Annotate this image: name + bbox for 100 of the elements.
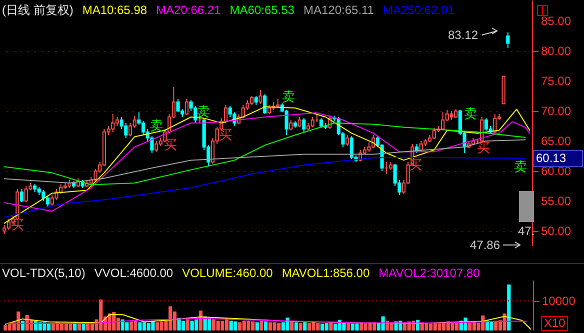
y-tick-label: 80.00 <box>541 44 572 58</box>
candlestick <box>367 142 371 152</box>
bar <box>324 323 328 330</box>
bar <box>312 322 316 330</box>
bar <box>381 316 385 330</box>
bar <box>320 324 324 330</box>
bar <box>151 321 155 330</box>
bar <box>424 323 428 330</box>
bar <box>220 320 224 330</box>
candlestick <box>150 136 154 154</box>
bar <box>86 324 90 330</box>
y-tick-label: 55.00 <box>541 194 572 208</box>
annotation: 卖 <box>464 106 477 121</box>
chart-title: (日线 前复权) <box>2 3 74 17</box>
candlestick <box>20 188 24 203</box>
bar <box>125 322 129 330</box>
y-tick-label: 85.00 <box>541 14 572 28</box>
text: MAVOL1:856.00 <box>282 266 370 280</box>
text: MA60:65.53 <box>230 3 294 17</box>
line-series <box>4 156 526 218</box>
bar <box>342 322 346 330</box>
bar <box>438 324 442 330</box>
candlestick <box>184 98 188 116</box>
annotation: 买 <box>219 127 232 142</box>
candlestick <box>154 140 158 152</box>
bar <box>329 322 333 330</box>
candlestick <box>319 118 324 128</box>
bar <box>156 322 160 330</box>
bar <box>333 324 338 330</box>
bar <box>368 322 372 330</box>
candlestick <box>506 32 510 48</box>
bar <box>68 324 72 330</box>
candlestick <box>124 122 128 138</box>
bar <box>186 319 190 330</box>
bar <box>229 320 233 330</box>
candlestick <box>298 116 302 128</box>
candlestick <box>111 114 115 132</box>
bar <box>355 324 359 330</box>
candlestick <box>176 98 180 113</box>
text: MA10:65.98 <box>82 3 148 17</box>
annotation: 买 <box>11 217 24 232</box>
candlestick <box>310 116 314 128</box>
annotation: 卖 <box>282 89 295 104</box>
bar <box>428 324 433 330</box>
candlestick <box>258 90 262 104</box>
bar <box>307 323 312 330</box>
text: MA250:62.01 <box>382 3 454 17</box>
bar <box>177 318 181 330</box>
candlestick <box>493 114 497 134</box>
text: VVOL:4600.00 <box>94 266 174 280</box>
annotation: 47.86 <box>470 238 500 252</box>
y-tick-label: 70.00 <box>541 104 572 118</box>
bar <box>346 323 350 330</box>
bar <box>490 321 494 330</box>
y-tick-label: 60.00 <box>541 164 572 178</box>
y-tick-label: 75.00 <box>541 74 572 88</box>
bar <box>303 322 307 330</box>
bar <box>272 322 276 330</box>
text: MA20:66.21 <box>156 3 221 17</box>
candlestick <box>302 118 306 132</box>
bar <box>246 320 250 330</box>
candlestick <box>346 134 350 146</box>
candlestick <box>432 127 436 140</box>
bar <box>264 321 268 330</box>
candlestick <box>42 190 46 202</box>
chart-title: VOL-TDX(5,10) <box>2 266 86 280</box>
y-tick-label: 65.00 <box>541 134 572 148</box>
candlestick <box>6 218 11 230</box>
bar <box>298 322 302 330</box>
annotation: 卖 <box>197 104 210 119</box>
bar <box>190 320 194 330</box>
bar <box>120 319 124 330</box>
bar <box>208 318 212 330</box>
text: X10 <box>541 316 568 331</box>
y-tick-label: 50.00 <box>541 224 572 238</box>
annotation: 卖 <box>514 159 527 174</box>
text: MA120:65.11 <box>303 3 374 17</box>
y-tick-label: 10000 <box>542 294 576 308</box>
bar <box>238 322 242 330</box>
text: 60.13 <box>533 150 583 167</box>
bar <box>450 322 454 330</box>
annotation: 卖 <box>150 118 163 133</box>
bar <box>433 323 437 330</box>
bar <box>234 321 238 330</box>
candlestick <box>263 94 267 114</box>
bar <box>255 322 259 330</box>
bar <box>468 322 472 330</box>
candlestick <box>24 186 28 203</box>
bar <box>316 323 320 330</box>
text: VOLUME:460.00 <box>182 266 273 280</box>
candlestick <box>46 196 50 208</box>
annotation: 买 <box>164 137 177 152</box>
bar <box>129 321 134 330</box>
annotation: 83.12 <box>448 28 478 42</box>
candlestick <box>128 122 132 137</box>
bar <box>360 323 364 330</box>
bar <box>82 323 86 330</box>
bar <box>212 319 216 330</box>
bar <box>134 320 138 330</box>
bar <box>260 320 264 330</box>
